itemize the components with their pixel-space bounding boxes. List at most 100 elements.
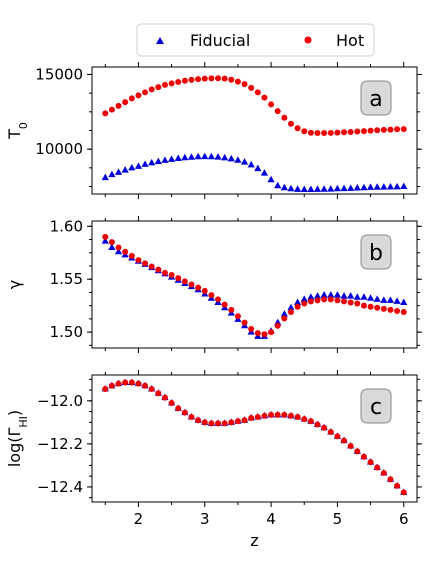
y-tick-label: −12.4 [37,478,83,496]
y-tick-label: 1.50 [50,323,83,341]
x-tick-label: 6 [399,510,409,528]
legend-circle-marker [304,36,312,44]
data-point-circle [307,298,314,305]
y-tick-label: 1.60 [50,217,83,235]
plot-frame [91,220,418,349]
data-point-circle [374,464,381,471]
data-point-triangle [148,158,156,166]
data-point-triangle [287,303,295,311]
panel-a: 10000 15000 T0 a [5,62,422,199]
data-point-circle [341,437,348,444]
data-point-triangle [260,169,269,176]
data-point-triangle [340,184,348,192]
data-point-triangle [333,291,342,298]
data-point-circle [248,325,255,332]
data-point-circle [102,385,109,392]
data-point-circle [294,413,301,420]
panel-letter: c [370,395,382,420]
data-point-triangle [280,310,288,317]
data-point-triangle [393,182,401,190]
data-point-circle [261,412,268,419]
data-point-circle [268,101,275,108]
data-point-circle [142,260,149,267]
data-point-circle [161,394,168,401]
data-point-triangle [254,164,262,172]
data-point-circle [321,424,328,431]
panel-c: 2 3 4 5 6 z −12.0 −12.2 −12.4 log(ΓHI) c [5,370,422,550]
data-point-circle [108,382,115,389]
data-point-triangle [366,294,375,301]
data-point-triangle [234,156,242,163]
panel-letter-box [360,80,392,116]
data-point-triangle [300,295,308,302]
data-point-circle [221,420,228,427]
data-point-triangle [294,298,302,305]
data-point-circle [314,130,321,137]
data-point-triangle [373,183,381,190]
data-point-circle [294,303,301,310]
data-point-circle [274,108,281,115]
y-axis-title: γ [5,280,24,289]
data-point-circle [148,263,155,270]
data-point-circle [307,129,314,136]
data-point-triangle [280,183,288,191]
x-axis-title: z [250,531,258,550]
panel-letter-box [360,234,392,270]
data-point-circle [261,94,268,101]
data-point-circle [241,417,248,424]
data-point-circle [400,126,407,133]
data-point-circle [128,252,135,259]
panel-letter-box [360,388,392,424]
series-hot [102,379,407,496]
data-point-circle [254,413,261,420]
data-point-circle [221,301,228,308]
data-point-circle [215,75,222,82]
data-point-triangle [101,237,109,244]
data-point-triangle [327,291,335,298]
data-point-circle [394,482,401,489]
data-point-circle [248,415,255,422]
data-point-circle [380,305,387,312]
data-point-circle [307,418,314,425]
data-point-circle [301,300,308,307]
data-point-triangle [327,185,335,192]
data-point-circle [122,99,129,106]
data-point-circle [334,297,341,304]
data-point-triangle [114,247,123,255]
data-point-circle [341,298,348,305]
data-point-triangle [333,184,342,192]
data-point-triangle [240,158,249,165]
data-point-circle [360,453,367,460]
data-point-triangle [300,185,308,193]
data-point-circle [168,80,175,87]
data-point-circle [394,307,401,314]
data-point-circle [208,75,215,82]
data-point-circle [387,476,394,483]
data-point-circle [334,433,341,440]
data-point-circle [155,266,162,273]
data-point-circle [281,411,288,418]
series-fiducial [101,152,408,193]
legend-label-fiducial: Fiducial [190,31,250,50]
data-point-triangle [194,152,202,160]
series-hot [102,75,407,137]
data-point-triangle [121,166,129,173]
data-point-triangle [373,295,381,302]
data-point-circle [281,315,288,322]
data-point-triangle [161,156,169,163]
data-point-circle [142,89,149,96]
data-point-circle [195,76,202,83]
data-point-circle [135,257,142,264]
data-point-circle [181,409,188,416]
data-point-triangle [154,157,162,165]
data-point-circle [122,379,129,386]
data-point-circle [155,84,162,91]
data-point-circle [241,319,248,326]
data-point-circle [301,128,308,135]
data-point-circle [128,95,135,102]
data-point-circle [281,114,288,121]
data-point-circle [327,429,334,436]
data-point-circle [108,239,115,246]
data-point-triangle [307,293,315,300]
